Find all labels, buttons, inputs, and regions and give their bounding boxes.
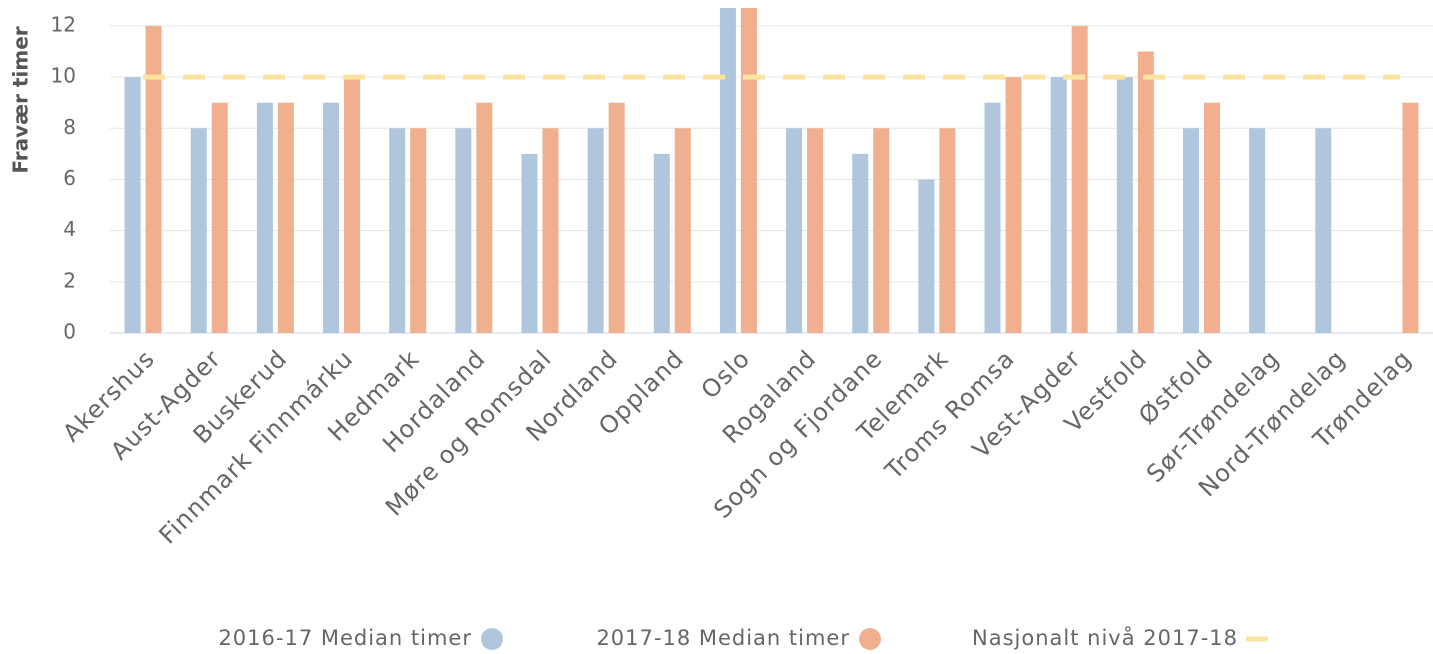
bar: [256, 102, 273, 334]
bar: [1315, 128, 1332, 333]
bar: [190, 128, 207, 333]
bar: [1402, 102, 1419, 334]
y-tick-label: 2: [63, 268, 76, 292]
bar: [719, 8, 736, 333]
bar: [124, 77, 141, 334]
bar: [740, 8, 757, 333]
bar: [1203, 102, 1220, 334]
bar: [410, 128, 427, 333]
bar: [145, 25, 162, 333]
bar: [608, 102, 625, 334]
bar: [1005, 77, 1022, 334]
bar: [984, 102, 1001, 334]
legend-symbol: [859, 628, 881, 650]
bar: [542, 128, 559, 333]
y-axis-title: Fravær timer: [9, 26, 33, 173]
bar: [653, 153, 670, 333]
bar: [1050, 77, 1067, 334]
bar: [852, 153, 869, 333]
bar: [587, 128, 604, 333]
y-tick-label: 4: [63, 217, 76, 241]
bar: [1116, 77, 1133, 334]
bar: [389, 128, 406, 333]
bar: [918, 179, 935, 333]
y-tick-label: 0: [63, 320, 76, 344]
bar: [323, 102, 340, 334]
y-tick-label: 6: [63, 166, 76, 190]
legend-label: 2016-17 Median timer: [218, 626, 472, 650]
bar: [939, 128, 956, 333]
y-tick-label: 8: [63, 115, 76, 139]
y-tick-label: 12: [51, 12, 76, 36]
bar: [873, 128, 890, 333]
bar: [476, 102, 493, 334]
y-tick-label: 10: [51, 64, 76, 88]
bar: [1249, 128, 1266, 333]
x-tick-label: Oslo: [696, 344, 756, 404]
bar: [807, 128, 824, 333]
bar: [786, 128, 803, 333]
bar: [211, 102, 228, 334]
grid: [110, 25, 1433, 334]
bar: [455, 128, 472, 333]
bar: [674, 128, 691, 333]
legend-label: Nasjonalt nivå 2017-18: [972, 625, 1238, 650]
legend-label: 2017-18 Median timer: [596, 626, 850, 650]
bar: [1182, 128, 1199, 333]
bar: [1137, 51, 1154, 333]
bar: [344, 77, 361, 334]
legend-symbol: [481, 628, 503, 650]
bar: [277, 102, 294, 334]
plot-area: [124, 8, 1419, 334]
bar: [521, 153, 538, 333]
bar: [1071, 25, 1088, 333]
